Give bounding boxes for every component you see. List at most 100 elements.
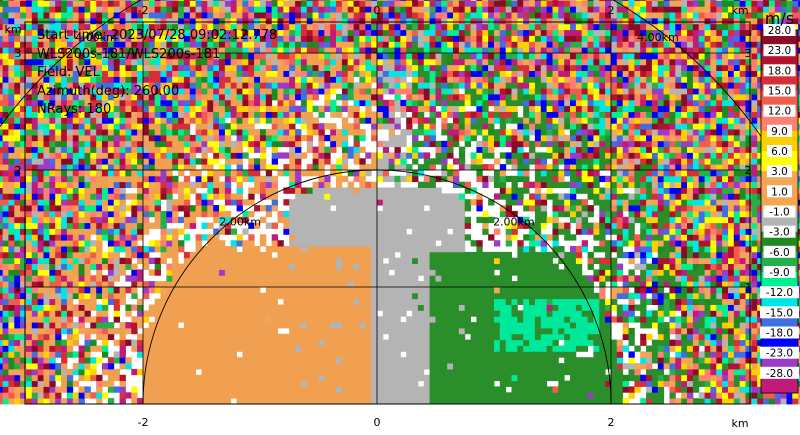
velocity-cell bbox=[38, 392, 44, 398]
velocity-cell bbox=[38, 398, 44, 404]
velocity-cell bbox=[32, 188, 38, 194]
velocity-cell bbox=[14, 386, 20, 392]
velocity-cell bbox=[14, 223, 20, 229]
velocity-cell bbox=[26, 328, 32, 334]
velocity-cell bbox=[49, 217, 55, 223]
velocity-cell bbox=[14, 6, 20, 12]
velocity-cell bbox=[44, 234, 50, 240]
velocity-cell bbox=[44, 258, 50, 264]
velocity-cell bbox=[55, 240, 61, 246]
velocity-cell bbox=[8, 252, 14, 258]
velocity-cell bbox=[3, 357, 9, 363]
velocity-cell bbox=[55, 205, 61, 211]
velocity-cell bbox=[14, 141, 20, 147]
velocity-cell bbox=[32, 392, 38, 398]
velocity-cell bbox=[3, 193, 9, 199]
velocity-cell bbox=[38, 6, 44, 12]
velocity-cell bbox=[49, 287, 55, 293]
velocity-cell bbox=[55, 346, 61, 352]
velocity-cell bbox=[14, 398, 20, 404]
velocity-cell bbox=[32, 346, 38, 352]
velocity-cell bbox=[26, 369, 32, 375]
velocity-cell bbox=[38, 269, 44, 275]
velocity-cell bbox=[32, 234, 38, 240]
velocity-cell bbox=[14, 12, 20, 18]
velocity-cell bbox=[14, 351, 20, 357]
velocity-cell bbox=[0, 12, 3, 18]
velocity-cell bbox=[49, 147, 55, 153]
velocity-cell bbox=[3, 176, 9, 182]
velocity-cell bbox=[14, 322, 20, 328]
velocity-cell bbox=[26, 188, 32, 194]
velocity-cell bbox=[14, 71, 20, 77]
velocity-cell bbox=[44, 205, 50, 211]
velocity-cell bbox=[0, 328, 3, 334]
velocity-cell bbox=[44, 246, 50, 252]
velocity-cell bbox=[38, 328, 44, 334]
velocity-cell bbox=[14, 392, 20, 398]
velocity-cell bbox=[3, 375, 9, 381]
velocity-cell bbox=[8, 199, 14, 205]
velocity-cell bbox=[8, 398, 14, 404]
velocity-cell bbox=[8, 351, 14, 357]
velocity-cell bbox=[26, 246, 32, 252]
velocity-cell bbox=[3, 129, 9, 135]
velocity-cell bbox=[49, 258, 55, 264]
velocity-cell bbox=[26, 264, 32, 270]
velocity-cell bbox=[38, 264, 44, 270]
velocity-cell bbox=[0, 158, 3, 164]
velocity-cell bbox=[14, 375, 20, 381]
velocity-cell bbox=[32, 170, 38, 176]
velocity-cell bbox=[44, 299, 50, 305]
velocity-cell bbox=[14, 211, 20, 217]
velocity-cell bbox=[49, 0, 55, 1]
velocity-cell bbox=[14, 94, 20, 100]
velocity-cell bbox=[3, 141, 9, 147]
velocity-cell bbox=[38, 129, 44, 135]
velocity-cell bbox=[44, 158, 50, 164]
velocity-cell bbox=[49, 199, 55, 205]
velocity-cell bbox=[49, 229, 55, 235]
velocity-cell bbox=[14, 129, 20, 135]
velocity-cell bbox=[8, 246, 14, 252]
velocity-cell bbox=[14, 264, 20, 270]
velocity-cell bbox=[26, 170, 32, 176]
velocity-cell bbox=[55, 375, 61, 381]
velocity-cell bbox=[49, 252, 55, 258]
velocity-cell bbox=[3, 135, 9, 141]
velocity-cell bbox=[0, 223, 3, 229]
velocity-cell bbox=[0, 176, 3, 182]
velocity-cell bbox=[26, 275, 32, 281]
velocity-cell bbox=[32, 176, 38, 182]
velocity-cell bbox=[0, 269, 3, 275]
velocity-cell bbox=[44, 141, 50, 147]
velocity-cell bbox=[32, 322, 38, 328]
velocity-cell bbox=[0, 275, 3, 281]
velocity-cell bbox=[8, 12, 14, 18]
velocity-cell bbox=[8, 182, 14, 188]
velocity-cell bbox=[49, 310, 55, 316]
velocity-cell bbox=[14, 246, 20, 252]
velocity-cell bbox=[38, 275, 44, 281]
velocity-cell bbox=[44, 293, 50, 299]
velocity-cell bbox=[49, 305, 55, 311]
velocity-cell bbox=[14, 299, 20, 305]
velocity-cell bbox=[44, 316, 50, 322]
velocity-cell bbox=[0, 240, 3, 246]
velocity-cell bbox=[38, 240, 44, 246]
velocity-cell bbox=[8, 0, 14, 1]
velocity-cell bbox=[8, 71, 14, 77]
velocity-cell bbox=[49, 158, 55, 164]
velocity-cell bbox=[44, 129, 50, 135]
velocity-cell bbox=[38, 0, 44, 1]
velocity-cell bbox=[38, 293, 44, 299]
velocity-cell bbox=[49, 223, 55, 229]
velocity-cell bbox=[32, 275, 38, 281]
velocity-cell bbox=[49, 264, 55, 270]
velocity-cell bbox=[44, 264, 50, 270]
velocity-cell bbox=[3, 281, 9, 287]
velocity-cell bbox=[49, 193, 55, 199]
velocity-cell bbox=[38, 152, 44, 158]
velocity-cell bbox=[0, 381, 3, 387]
velocity-cell bbox=[38, 316, 44, 322]
